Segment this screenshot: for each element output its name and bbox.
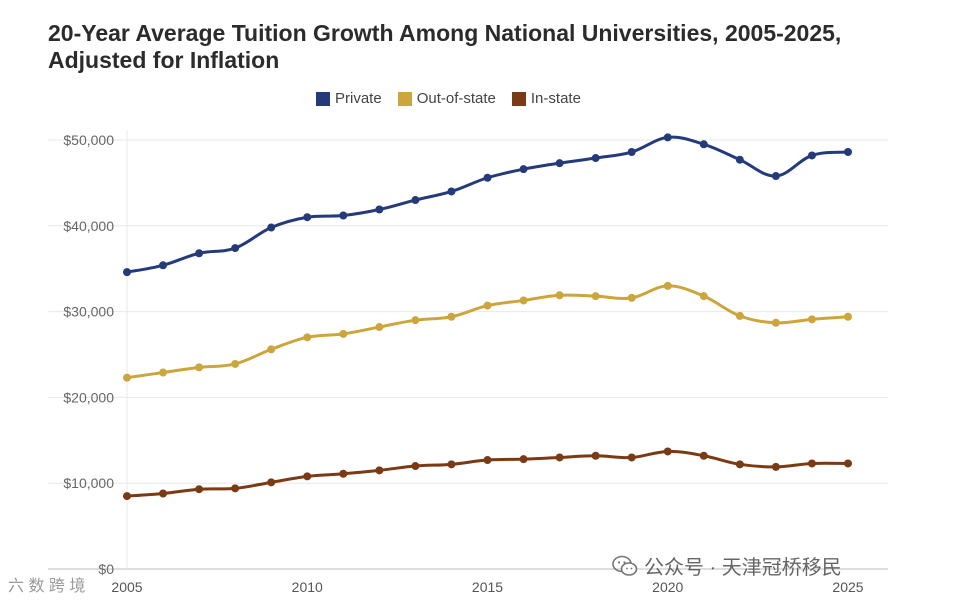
data-point-outofstate-2015 [483, 301, 492, 310]
data-point-private-2009 [267, 223, 276, 232]
legend-swatch-out-of-state [397, 91, 412, 106]
data-point-instate-2010 [303, 472, 312, 481]
data-point-private-2023 [771, 172, 780, 181]
data-point-instate-2014 [447, 460, 456, 469]
data-point-private-2025 [844, 148, 852, 157]
y-tick-label: $10,000 [63, 475, 114, 491]
data-point-instate-2024 [807, 459, 816, 468]
data-point-instate-2015 [483, 456, 492, 465]
data-point-private-2008 [231, 244, 240, 253]
data-point-private-2013 [411, 196, 420, 205]
x-tick-label: 2020 [652, 579, 683, 595]
data-point-private-2022 [735, 155, 744, 164]
data-point-private-2024 [807, 151, 816, 160]
data-point-instate-2012 [375, 466, 384, 475]
data-point-outofstate-2016 [519, 296, 528, 305]
data-point-outofstate-2017 [555, 291, 564, 300]
y-tick-label: $40,000 [63, 218, 114, 234]
watermark-right: 公众号 · 天津冠桥移民 [612, 551, 842, 580]
x-tick-label: 2025 [832, 579, 863, 595]
data-point-private-2010 [303, 213, 312, 222]
data-point-instate-2009 [267, 478, 276, 487]
data-point-outofstate-2006 [159, 368, 168, 377]
data-point-instate-2013 [411, 462, 420, 471]
data-point-outofstate-2013 [411, 316, 420, 325]
data-point-outofstate-2019 [627, 293, 636, 302]
legend-label-out-of-state: Out-of-state [416, 90, 496, 107]
legend-item-out-of-state[interactable]: Out-of-state [397, 90, 496, 107]
y-tick-label: $0 [98, 561, 114, 577]
legend-label-private: Private [335, 90, 382, 107]
data-point-outofstate-2020 [663, 281, 672, 290]
series-lines [123, 133, 852, 501]
data-point-outofstate-2018 [591, 292, 600, 301]
data-point-private-2020 [663, 133, 672, 142]
watermark-left: 六 数 跨 境 [8, 572, 85, 596]
data-point-instate-2023 [771, 462, 780, 471]
data-point-outofstate-2022 [735, 311, 744, 320]
data-point-outofstate-2009 [267, 345, 276, 354]
data-point-private-2006 [159, 261, 168, 270]
data-point-outofstate-2011 [339, 329, 348, 338]
data-point-private-2019 [627, 148, 636, 157]
chart-title-line1: 20-Year Average Tuition Growth Among Nat… [48, 20, 842, 46]
data-point-outofstate-2010 [303, 333, 312, 342]
legend-label-in-state: In-state [530, 90, 581, 107]
data-point-outofstate-2005 [123, 373, 131, 382]
data-point-instate-2006 [159, 489, 168, 498]
data-point-instate-2016 [519, 455, 528, 464]
watermark-right-text: 公众号 · 天津冠桥移民 [644, 557, 842, 579]
data-point-instate-2022 [735, 460, 744, 469]
data-point-outofstate-2007 [195, 363, 204, 372]
data-point-private-2016 [519, 165, 528, 174]
chart-title: 20-Year Average Tuition Growth Among Nat… [48, 20, 928, 74]
data-point-private-2015 [483, 173, 492, 182]
data-point-private-2014 [447, 187, 456, 196]
x-tick-label: 2010 [292, 579, 323, 595]
data-point-instate-2007 [195, 485, 204, 494]
gridlines [48, 130, 888, 570]
data-point-private-2017 [555, 159, 564, 168]
data-point-outofstate-2008 [231, 359, 240, 368]
wechat-icon [612, 555, 638, 576]
legend-item-private[interactable]: Private [316, 90, 382, 107]
data-point-outofstate-2024 [807, 315, 816, 324]
legend-swatch-private [316, 91, 330, 106]
data-point-private-2012 [375, 205, 384, 214]
data-point-private-2018 [591, 154, 600, 163]
y-tick-label: $30,000 [63, 304, 114, 320]
chart-title-line2: Adjusted for Inflation [48, 47, 280, 73]
legend: Private Out-of-state In-state [316, 90, 581, 107]
data-point-instate-2005 [123, 492, 131, 501]
data-point-outofstate-2014 [447, 312, 456, 321]
data-point-instate-2025 [844, 459, 852, 468]
x-tick-label: 2015 [472, 579, 503, 595]
data-point-instate-2011 [339, 469, 348, 478]
legend-item-in-state[interactable]: In-state [511, 90, 581, 107]
data-point-outofstate-2012 [375, 323, 384, 332]
data-point-outofstate-2023 [771, 318, 780, 327]
data-point-private-2011 [339, 211, 348, 220]
data-point-instate-2018 [591, 451, 600, 460]
y-tick-label: $50,000 [63, 132, 114, 148]
data-point-private-2007 [195, 249, 204, 258]
data-point-instate-2017 [555, 453, 564, 462]
data-point-instate-2021 [699, 451, 708, 460]
data-point-outofstate-2025 [844, 312, 852, 321]
y-axis-ticks: $0 $10,000 $20,000 $30,000 $40,000 $50,000 [63, 132, 114, 577]
x-tick-label: 2005 [111, 579, 142, 595]
data-point-instate-2019 [627, 453, 636, 462]
data-point-private-2021 [699, 140, 708, 149]
x-axis-ticks: 2005 2010 2015 2020 2025 [111, 579, 863, 595]
data-point-private-2005 [123, 268, 131, 277]
data-point-instate-2020 [663, 447, 672, 456]
watermark-left-text: 六 数 跨 境 [8, 578, 86, 595]
y-tick-label: $20,000 [63, 389, 114, 405]
data-point-outofstate-2021 [699, 292, 708, 301]
data-point-instate-2008 [231, 484, 240, 493]
legend-swatch-in-state [511, 91, 526, 106]
